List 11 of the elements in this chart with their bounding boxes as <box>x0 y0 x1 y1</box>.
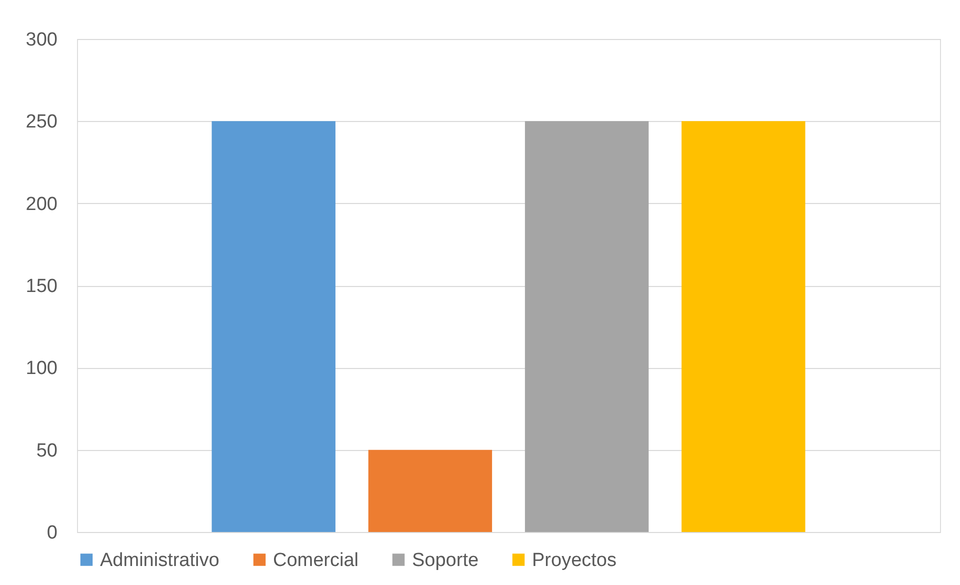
y-tick-label: 0 <box>46 522 58 544</box>
legend-label: Proyectos <box>532 550 616 571</box>
legend-label: Administrativo <box>100 550 220 571</box>
y-tick-label: 250 <box>26 112 58 133</box>
y-tick-label: 50 <box>36 440 58 462</box>
y-tick-label: 200 <box>26 194 58 215</box>
legend-label: Soporte <box>412 550 479 571</box>
y-tick-label: 300 <box>26 30 58 50</box>
legend-label: Comercial <box>273 550 359 571</box>
y-tick-label: 150 <box>26 276 58 297</box>
y-tick-label: 100 <box>26 358 58 380</box>
